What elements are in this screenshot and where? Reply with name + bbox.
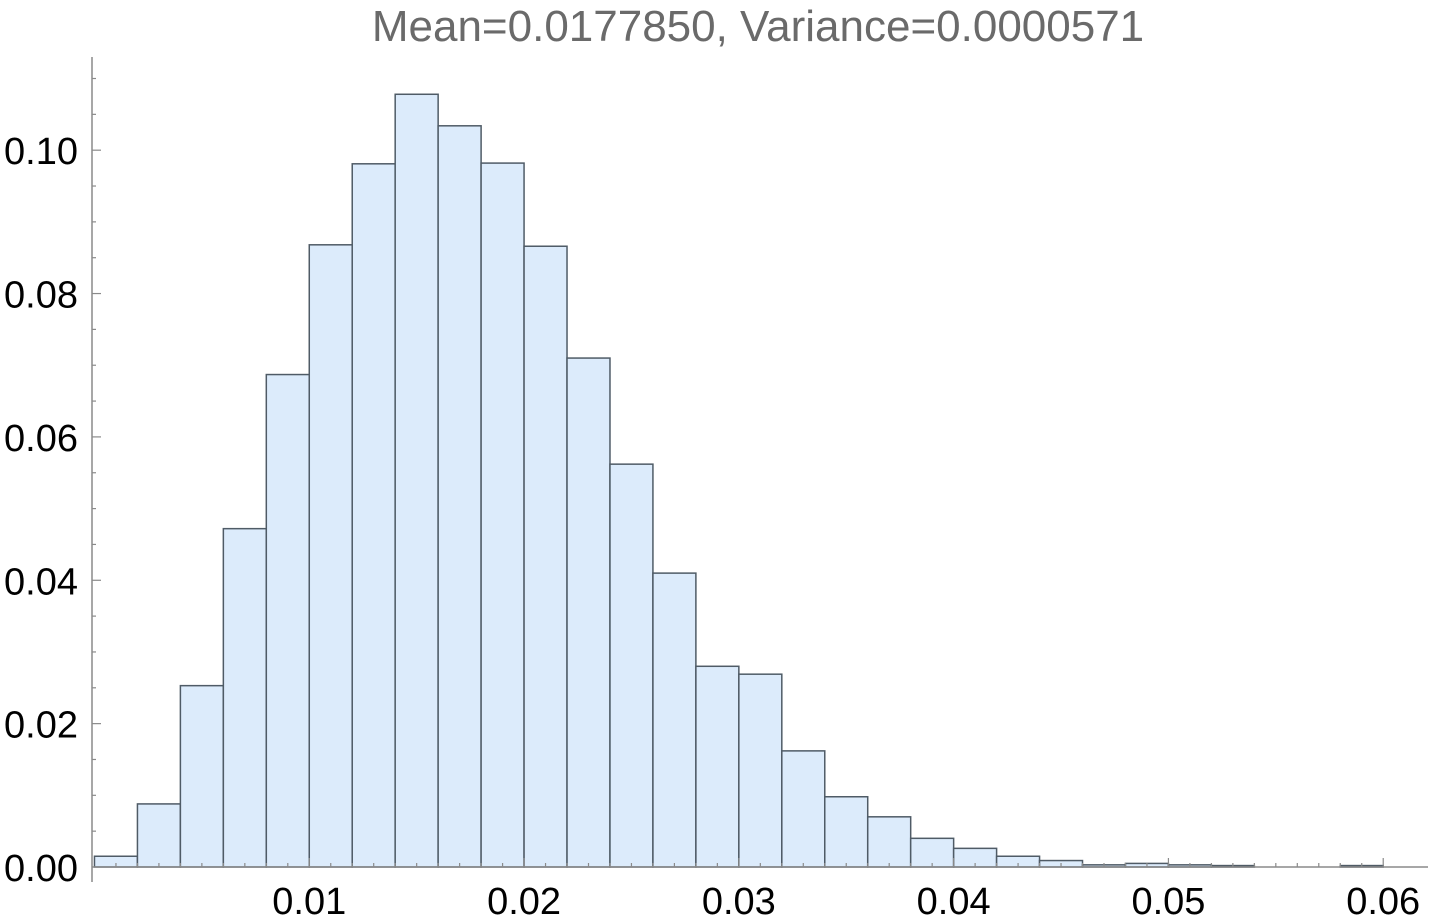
histogram-bar [909,837,955,868]
histogram-bar [824,796,869,868]
histogram-bar [437,125,482,868]
x-tick-label: 0.02 [487,881,561,923]
histogram-bar [265,373,311,868]
bars-layer [93,93,1384,868]
histogram-bar [136,803,182,868]
y-tick-label: 0.10 [4,131,78,173]
histogram-bar [566,357,611,868]
histogram-bar [179,684,225,868]
y-tick-label: 0.02 [4,705,78,747]
y-tick-label: 0.08 [4,275,78,317]
chart-title: Mean=0.0177850, Variance=0.0000571 [371,2,1145,51]
histogram-bar [652,572,697,868]
x-tick-label: 0.05 [1131,881,1205,923]
x-tick-labels: 0.01 0.02 0.03 0.04 0.05 0.06 [272,881,1420,923]
x-tick-label: 0.01 [272,881,346,923]
histogram-bar [609,463,654,868]
y-tick-label: 0.00 [4,848,78,890]
histogram-bar [781,750,826,868]
histogram-bar [523,245,568,868]
x-tick-label: 0.06 [1346,881,1420,923]
histogram-bar [738,673,783,868]
y-ticks-layer [92,77,101,832]
y-tick-label: 0.06 [4,418,78,460]
histogram-bar [308,244,353,868]
x-tick-label: 0.03 [702,881,776,923]
x-tick-label: 0.04 [917,881,991,923]
y-tick-labels: 0.00 0.02 0.04 0.06 0.08 0.10 [4,131,78,890]
histogram-bar [351,163,396,868]
histogram-bar [394,93,439,868]
histogram-bar [480,162,525,868]
x-ticks-layer [115,858,1384,867]
histogram-bar [695,665,740,868]
histogram-bar [866,816,912,868]
histogram-bar [222,527,268,868]
y-tick-label: 0.04 [4,561,78,603]
